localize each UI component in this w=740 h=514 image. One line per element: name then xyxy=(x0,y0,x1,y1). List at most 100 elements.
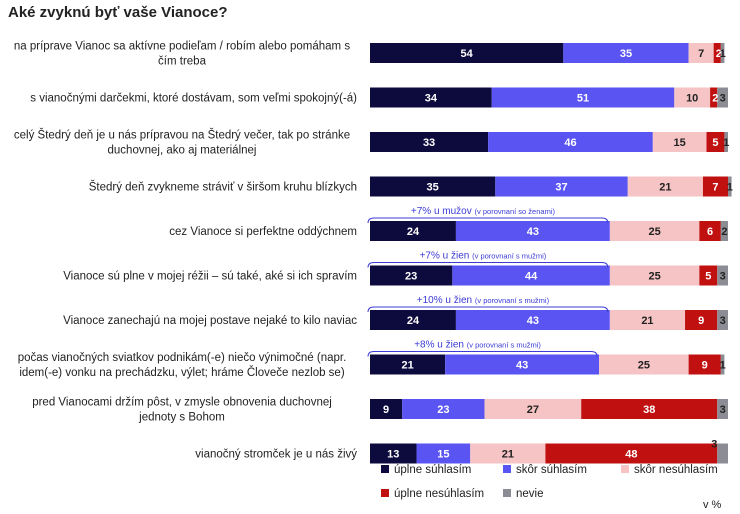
category-label: vianočný stromček je u nás živý xyxy=(195,449,357,461)
bar-row-8: počas vianočných sviatkov podnikám(-e) n… xyxy=(18,352,726,379)
bar-segment xyxy=(416,443,471,464)
bar-segment xyxy=(445,354,600,375)
bar-segment xyxy=(717,443,728,464)
value-label: 34 xyxy=(425,93,438,105)
value-label: 35 xyxy=(620,48,632,60)
legend-label: skôr súhlasím xyxy=(516,464,587,476)
value-label: 5 xyxy=(705,271,711,283)
legend-item-1: úplne súhlasím xyxy=(381,464,471,476)
annotation-text: +7% u mužov (v porovnaní so ženami) xyxy=(411,206,556,217)
bar-row-3: celý Štedrý deň je u nás prípravou na Št… xyxy=(14,129,729,157)
value-label: 25 xyxy=(648,226,660,238)
bar-segment xyxy=(609,265,700,286)
value-label: 33 xyxy=(423,137,435,149)
unit-label: v % xyxy=(703,499,722,511)
category-label: počas vianočných sviatkov podnikám(-e) n… xyxy=(18,352,347,379)
bar-segment xyxy=(706,132,725,152)
category-label: na príprave Vianoc sa aktívne podieľam /… xyxy=(14,41,350,68)
value-label: 10 xyxy=(686,93,698,105)
value-label: 3 xyxy=(720,404,726,416)
bar-segment xyxy=(702,176,728,197)
category-label: celý Štedrý deň je u nás prípravou na Št… xyxy=(14,129,350,157)
bar-segment xyxy=(720,43,725,63)
bar-segment xyxy=(370,399,403,419)
bar-segment xyxy=(710,87,718,108)
bar-segment xyxy=(563,43,689,63)
bar-row-6: Vianoce sú plne v mojej réžii – sú také,… xyxy=(63,265,728,286)
value-label: 23 xyxy=(437,404,449,416)
category-label-line: pred Vianocami držím pôst, v zmysle obno… xyxy=(32,397,332,409)
legend-item-5: nevie xyxy=(503,488,544,500)
category-label-line: vianočný stromček je u nás živý xyxy=(195,449,357,461)
annotation-text: +8% u žien (v porovnaní s mužmi) xyxy=(414,340,541,351)
value-label: 9 xyxy=(698,315,704,327)
bar-segment xyxy=(455,310,610,330)
value-label: 2 xyxy=(721,226,727,238)
annotation-text: +7% u žien (v porovnaní s mužmi) xyxy=(420,251,547,262)
value-label: 2 xyxy=(716,48,722,60)
bar-segment xyxy=(484,399,582,419)
bar-segment xyxy=(599,354,689,375)
category-label: Štedrý deň zvykneme stráviť v širšom kru… xyxy=(89,181,357,194)
legend-label: úplne nesúhlasím xyxy=(394,488,484,500)
bar-segment xyxy=(491,87,675,108)
category-label-line: Vianoce zanechajú na mojej postave nejak… xyxy=(63,315,357,327)
legend-swatch xyxy=(503,489,511,497)
value-label: 24 xyxy=(407,226,420,238)
value-label: 23 xyxy=(405,271,417,283)
category-label-line: na príprave Vianoc sa aktívne podieľam /… xyxy=(14,41,350,53)
value-label: 43 xyxy=(527,226,539,238)
annotation-bracket xyxy=(367,262,609,268)
legend-swatch xyxy=(621,465,629,473)
bar-segment xyxy=(717,87,728,108)
bar-row-1: na príprave Vianoc sa aktívne podieľam /… xyxy=(14,41,726,68)
value-label: 38 xyxy=(643,404,655,416)
legend-label: skôr nesúhlasím xyxy=(634,464,718,476)
value-label: 21 xyxy=(641,315,653,327)
category-label-line: počas vianočných sviatkov podnikám(-e) n… xyxy=(18,352,347,364)
value-label: 54 xyxy=(461,48,474,60)
value-label: 21 xyxy=(401,360,413,372)
value-label: 46 xyxy=(564,137,576,149)
value-label: 7 xyxy=(712,182,718,194)
bar-segment xyxy=(370,43,564,63)
value-label: 21 xyxy=(502,449,514,461)
value-label: 35 xyxy=(427,182,439,194)
value-label: 13 xyxy=(387,449,399,461)
value-label: 21 xyxy=(659,182,671,194)
legend-swatch xyxy=(503,465,511,473)
value-label: 3 xyxy=(720,271,726,283)
annotation-row-8: +8% u žien (v porovnaní s mužmi) xyxy=(367,340,598,357)
bar-segment xyxy=(581,399,718,419)
legend-swatch xyxy=(381,465,389,473)
bar-segment xyxy=(699,221,721,241)
category-label-line: cez Vianoce si perfektne oddýchnem xyxy=(169,226,357,238)
bar-segment xyxy=(699,265,718,286)
bar-segment xyxy=(455,221,610,241)
legend-item-4: úplne nesúhlasím xyxy=(381,488,484,500)
category-label-line: s vianočnými darčekmi, ktoré dostávam, s… xyxy=(30,93,357,105)
legend-swatch xyxy=(381,489,389,497)
value-label: 15 xyxy=(674,137,686,149)
bar-segment xyxy=(370,354,446,375)
value-label: 15 xyxy=(437,449,449,461)
bar-segment xyxy=(720,354,725,375)
value-label: 37 xyxy=(555,182,567,194)
bar-segment xyxy=(717,310,728,330)
legend-item-2: skôr súhlasím xyxy=(503,464,587,476)
bar-segment xyxy=(370,132,489,152)
bar-segment xyxy=(495,176,628,197)
annotation-bracket xyxy=(367,217,609,224)
value-label: 44 xyxy=(525,271,538,283)
annotation-main: +7% u mužov xyxy=(411,206,475,217)
annotation-row-5: +7% u mužov (v porovnaní so ženami) xyxy=(367,206,609,224)
value-label: 1 xyxy=(727,182,733,194)
value-label: 3 xyxy=(711,439,717,451)
category-label-line: čím treba xyxy=(158,56,207,68)
category-label-line: celý Štedrý deň je u nás prípravou na Št… xyxy=(14,129,350,142)
category-label-line: idem(-e) vonku na prechádzku, výlet; hrá… xyxy=(19,366,345,379)
annotation-text: +10% u žien (v porovnaní s mužmi) xyxy=(417,295,550,306)
category-label: s vianočnými darčekmi, ktoré dostávam, s… xyxy=(30,93,357,105)
legend-label: nevie xyxy=(516,488,544,500)
